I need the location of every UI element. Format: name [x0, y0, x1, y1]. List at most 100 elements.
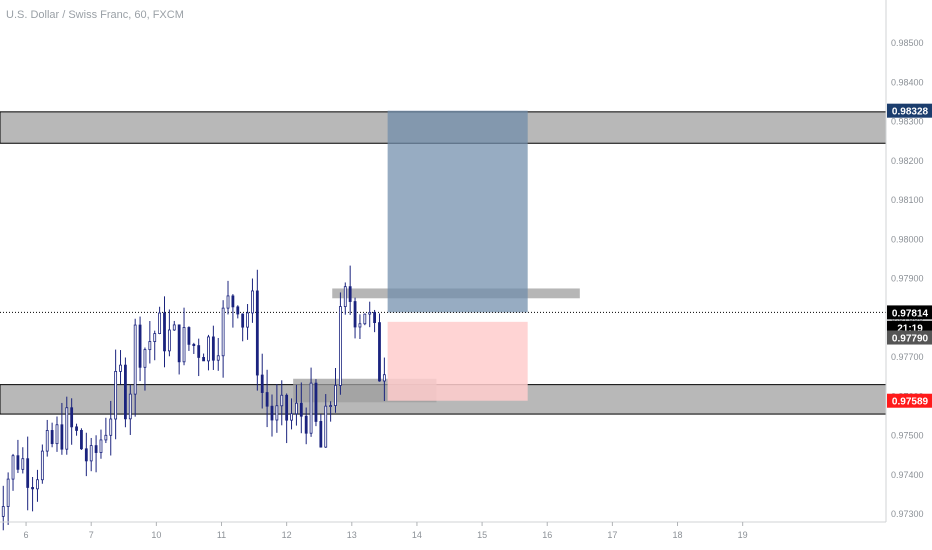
candle-body	[99, 439, 103, 453]
candle-body	[270, 405, 274, 421]
x-tick-label: 12	[282, 530, 292, 540]
candle-body	[285, 394, 289, 421]
candle-body	[60, 424, 64, 450]
chart-title: U.S. Dollar / Swiss Franc, 60, FXCM	[6, 9, 184, 21]
candle-body	[226, 295, 230, 309]
candle-body	[309, 382, 313, 434]
candle-body	[192, 343, 196, 347]
y-tick-label: 0.98400	[891, 77, 924, 87]
y-tick-label: 0.98300	[891, 117, 924, 127]
candle-body	[290, 413, 293, 421]
candle-body	[251, 290, 254, 314]
candle-body	[143, 349, 147, 368]
candle-body	[295, 402, 298, 415]
candle-body	[260, 374, 264, 393]
candle-body	[378, 322, 381, 382]
price-tag-label: 0.97790	[892, 334, 929, 345]
candle-body	[299, 402, 303, 417]
x-tick-label: 16	[542, 530, 552, 540]
candle-body	[138, 324, 142, 368]
candle-body	[70, 407, 74, 428]
x-tick-label: 7	[89, 530, 94, 540]
candle-body	[167, 329, 171, 352]
candle-body	[65, 407, 69, 450]
candle-body	[124, 364, 127, 420]
candle-body	[104, 434, 108, 441]
candle-body	[353, 301, 357, 328]
candle-body	[363, 313, 367, 325]
candle-body	[128, 393, 132, 420]
candle-body	[280, 394, 284, 407]
candle-body	[314, 382, 318, 422]
candle-body	[236, 306, 240, 315]
candle-body	[246, 312, 249, 328]
candle-body	[158, 312, 162, 334]
y-tick-label: 0.98500	[891, 38, 924, 48]
candle-body	[207, 336, 210, 362]
candle-body	[31, 487, 34, 490]
candle-body	[177, 324, 181, 363]
y-tick-label: 0.97900	[891, 274, 924, 284]
candle-body	[133, 324, 137, 395]
y-tick-label: 0.98100	[891, 195, 924, 205]
candle-body	[94, 445, 98, 453]
candle-body	[202, 357, 205, 362]
target-zone	[387, 110, 528, 313]
y-tick-label: 0.97700	[891, 352, 924, 362]
price-tag-label: 0.97589	[892, 397, 929, 408]
candle-body	[241, 313, 245, 328]
price-tag-label: 0.98328	[892, 107, 929, 118]
candle-body	[373, 312, 376, 324]
candle-body	[368, 312, 372, 315]
candle-body	[36, 479, 39, 490]
candle-body	[1, 506, 5, 517]
price-tag-label: 21:19	[897, 324, 923, 335]
candle-body	[84, 448, 88, 462]
candle-body	[153, 333, 157, 342]
candle-body	[329, 405, 333, 407]
stop-zone	[387, 321, 528, 401]
price-tag	[887, 393, 932, 408]
price-tag	[887, 330, 932, 345]
candle-body	[197, 345, 201, 358]
candle-body	[45, 430, 49, 452]
candle-body	[16, 455, 20, 470]
candle-body	[80, 430, 83, 450]
candle-body	[211, 336, 215, 361]
y-tick-label: 0.97400	[891, 470, 924, 480]
candle-body	[55, 424, 59, 445]
x-tick-label: 14	[412, 530, 422, 540]
y-tick-label: 0.97500	[891, 431, 924, 441]
candle-body	[119, 364, 122, 372]
candle-body	[255, 290, 259, 376]
candle-body	[109, 418, 113, 436]
candle-body	[172, 324, 176, 331]
x-tick-label: 11	[217, 530, 226, 540]
candle-body	[319, 421, 323, 448]
candle-body	[163, 312, 166, 352]
candle-body	[6, 478, 10, 507]
candle-body	[26, 458, 30, 488]
candle-body	[40, 450, 44, 481]
candle-body	[187, 327, 191, 345]
candle-body	[275, 405, 279, 421]
price-tag	[887, 305, 932, 320]
x-tick-label: 6	[24, 530, 29, 540]
candle-body	[148, 341, 152, 351]
candle-body	[265, 392, 269, 407]
y-tick-label: 0.97300	[891, 509, 924, 519]
x-tick-label: 15	[477, 530, 487, 540]
candle-body	[382, 374, 386, 382]
candle-body	[343, 286, 347, 307]
price-tag	[887, 103, 932, 118]
candle-body	[50, 430, 54, 445]
candle-body	[358, 323, 362, 328]
x-tick-label: 19	[738, 530, 748, 540]
x-tick-label: 13	[347, 530, 357, 540]
x-tick-label: 18	[673, 530, 683, 540]
x-tick-label: 17	[607, 530, 617, 540]
candle-body	[11, 455, 15, 480]
candle-body	[182, 327, 186, 363]
